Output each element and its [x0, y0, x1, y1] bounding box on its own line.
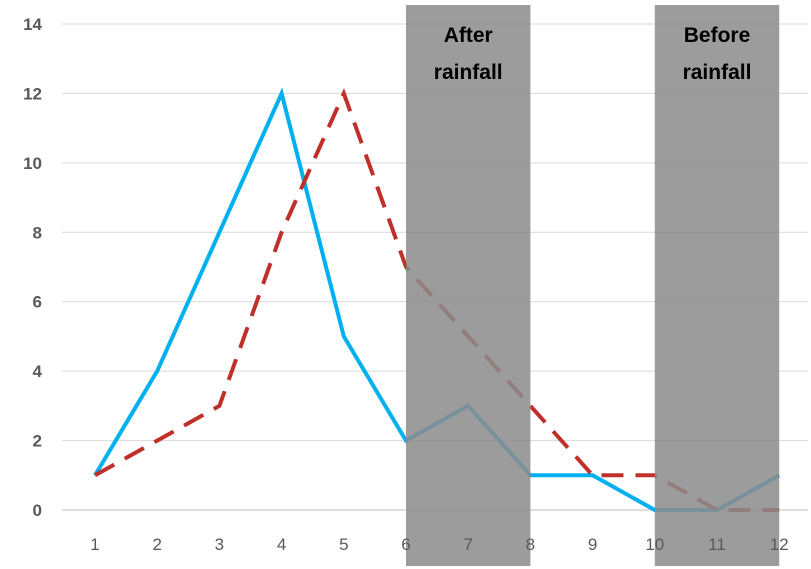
shaded-band — [654, 5, 780, 566]
x-tick-label: 1 — [90, 535, 99, 554]
y-tick-label: 12 — [23, 84, 42, 103]
x-tick-label: 10 — [645, 535, 664, 554]
y-tick-label: 14 — [23, 15, 42, 34]
y-tick-label: 4 — [33, 362, 43, 381]
x-tick-label: 9 — [588, 535, 597, 554]
x-tick-labels: 1 2 3 4 5 6 7 8 9 10 11 12 — [90, 535, 788, 554]
y-tick-label: 2 — [33, 432, 42, 451]
y-tick-label: 0 — [33, 501, 42, 520]
y-tick-label: 6 — [33, 293, 42, 312]
x-tick-label: 11 — [708, 535, 726, 554]
shaded-band — [406, 5, 531, 566]
x-tick-label: 8 — [526, 535, 535, 554]
band-label-line2: rainfall — [434, 61, 503, 84]
shaded-bands — [406, 5, 780, 566]
band-label-line1: Before — [684, 24, 751, 47]
x-tick-label: 4 — [277, 535, 286, 554]
y-tick-label: 10 — [23, 154, 42, 173]
x-tick-label: 12 — [770, 535, 789, 554]
x-tick-label: 5 — [339, 535, 348, 554]
y-tick-labels: 0 2 4 6 8 10 12 14 — [23, 15, 42, 520]
x-tick-label: 3 — [215, 535, 224, 554]
x-tick-label: 7 — [463, 535, 472, 554]
y-tick-label: 8 — [33, 223, 42, 242]
band-labels: After rainfall Before rainfall — [434, 24, 752, 84]
x-tick-label: 2 — [152, 535, 161, 554]
band-label-line2: rainfall — [683, 61, 752, 84]
band-label-line1: After — [444, 24, 493, 47]
x-tick-label: 6 — [401, 535, 410, 554]
